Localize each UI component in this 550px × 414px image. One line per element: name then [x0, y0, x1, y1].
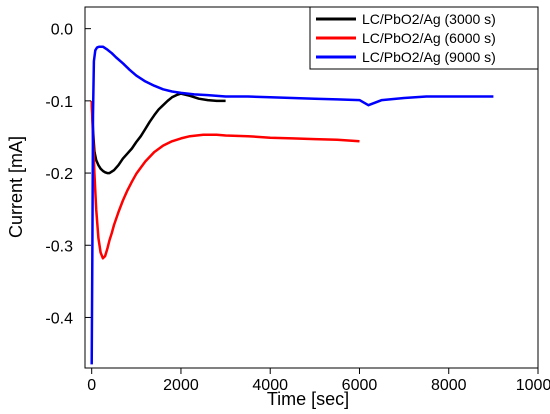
x-tick-label: 0: [87, 377, 96, 394]
series-line-1: [90, 92, 226, 175]
y-tick-label: 0.0: [51, 22, 73, 39]
series-line-3: [90, 45, 494, 365]
x-tick-label: 8000: [431, 377, 467, 394]
x-tick-label: 4000: [252, 377, 288, 394]
series-layer: [90, 45, 494, 365]
legend-label: LC/PbO2/Ag (3000 s): [362, 11, 496, 27]
legend-label: LC/PbO2/Ag (9000 s): [362, 49, 496, 65]
legend: LC/PbO2/Ag (3000 s) LC/PbO2/Ag (6000 s) LC…: [309, 6, 539, 70]
y-tick-label: -0.1: [45, 94, 73, 111]
y-tick-label: -0.3: [45, 238, 73, 255]
y-tick-label: -0.2: [45, 166, 73, 183]
x-axis-title: Time [sec]: [267, 389, 349, 409]
legend-label: LC/PbO2/Ag (6000 s): [362, 30, 496, 46]
y-axis-title: Current [mA]: [6, 136, 26, 238]
series-line-2: [90, 100, 360, 260]
y-tick-label: -0.4: [45, 310, 73, 327]
x-tick-label: 6000: [342, 377, 378, 394]
x-tick-label: 2000: [163, 377, 199, 394]
